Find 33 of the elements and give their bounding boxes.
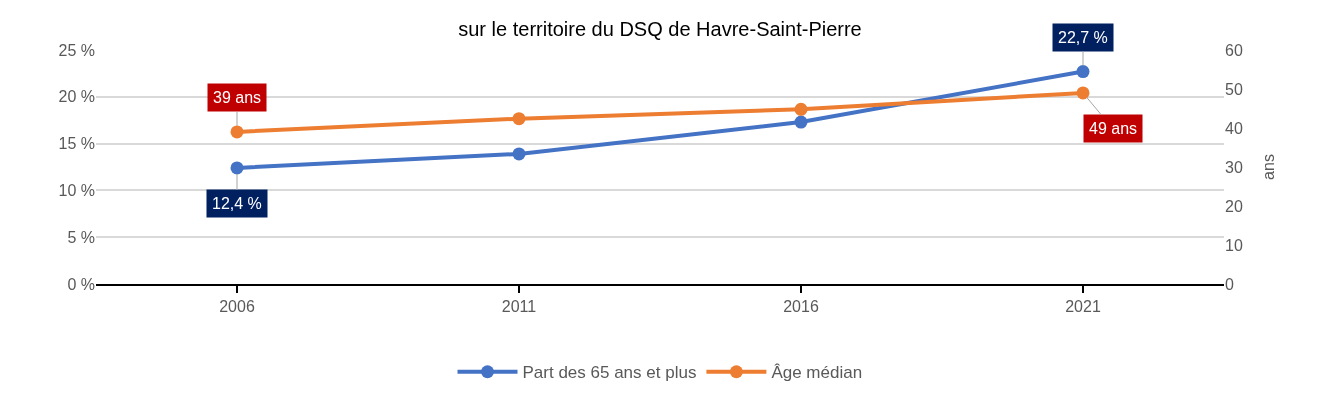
x-tick-label: 2011 — [501, 298, 537, 316]
y2-tick-label: 40 — [1225, 119, 1243, 137]
x-tick-label: 2021 — [1065, 298, 1101, 316]
y2-tick-label: 60 — [1225, 41, 1243, 59]
y-tick-label: 20 % — [58, 88, 95, 106]
legend-label: Part des 65 ans et plus — [522, 363, 697, 383]
x-tick-label: 2016 — [783, 298, 819, 316]
y-tick-label: 15 % — [58, 135, 95, 153]
point — [794, 115, 808, 129]
legend-label: Âge médian — [771, 363, 863, 383]
x-tick-label: 2006 — [219, 298, 255, 316]
y-tick-label: 5 % — [67, 228, 95, 246]
y-tick-label: 0 % — [67, 275, 95, 293]
chart-title: sur le territoire du DSQ de Havre-Saint-Pierre — [458, 18, 862, 41]
y-tick-label: 10 % — [58, 182, 95, 199]
point — [794, 102, 808, 116]
point — [1076, 86, 1090, 100]
point — [1076, 65, 1090, 79]
y2-tick-label: 50 — [1225, 80, 1243, 98]
point — [230, 125, 244, 139]
y2-tick-label: 20 — [1225, 197, 1243, 215]
data-label: 22,7 % — [1058, 29, 1108, 46]
data-label: 12,4 % — [212, 195, 262, 212]
y-tick-label: 25 % — [58, 41, 95, 59]
y2-tick-label: 10 — [1225, 236, 1243, 254]
data-label: 39 ans — [213, 89, 262, 106]
point — [512, 147, 526, 161]
y2-tick-label: 0 — [1225, 275, 1234, 293]
point — [512, 112, 526, 126]
point — [230, 161, 244, 175]
y2-axis-title: ans — [1259, 154, 1277, 180]
y2-tick-label: 30 — [1225, 158, 1243, 176]
data-label: 49 ans — [1089, 120, 1138, 137]
